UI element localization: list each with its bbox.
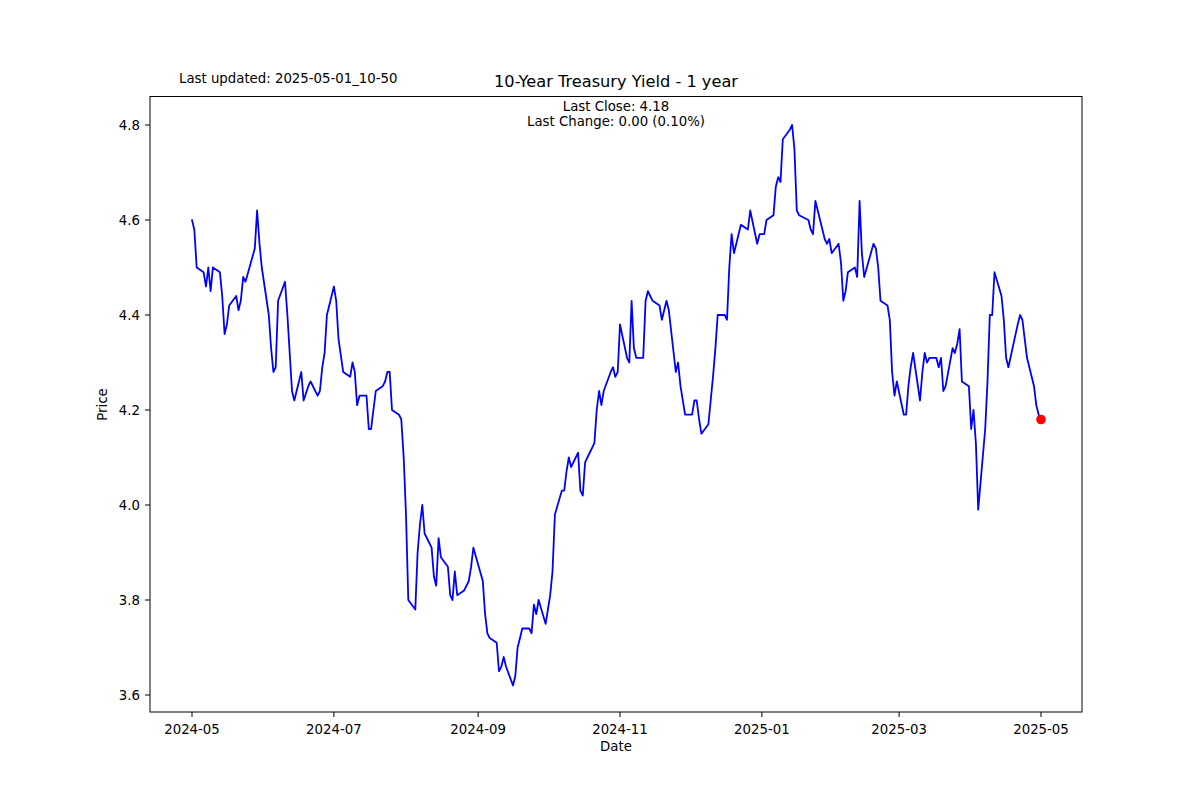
x-axis-label: Date <box>600 739 632 754</box>
last-change-annotation: Last Change: 0.00 (0.10%) <box>527 114 705 129</box>
y-tick-label: 3.6 <box>119 688 140 703</box>
y-tick-label: 4.8 <box>119 118 140 133</box>
y-tick-label: 4.6 <box>119 213 140 228</box>
y-tick-label: 4.2 <box>119 403 140 418</box>
y-tick-label: 4.0 <box>119 498 140 513</box>
chart-svg: Last updated: 2025-05-01_10-50 10-Year T… <box>0 0 1200 800</box>
plot-border <box>150 97 1082 713</box>
chart-title: 10-Year Treasury Yield - 1 year <box>494 72 738 91</box>
price-line <box>192 125 1041 686</box>
x-tick-label: 2024-09 <box>450 722 506 737</box>
figure-window: Last updated: 2025-05-01_10-50 10-Year T… <box>0 0 1200 800</box>
x-axis: 2024-05 2024-07 2024-09 2024-11 2025-01 2025-… <box>164 712 1069 737</box>
x-tick-label: 2025-01 <box>734 722 790 737</box>
x-tick-label: 2025-03 <box>871 722 927 737</box>
y-axis: 3.6 3.8 4.0 4.2 4.4 4.6 4.8 <box>119 118 150 703</box>
x-tick-label: 2025-05 <box>1013 722 1069 737</box>
last-close-annotation: Last Close: 4.18 <box>563 99 669 114</box>
x-tick-label: 2024-05 <box>164 722 220 737</box>
y-tick-label: 4.4 <box>119 308 140 323</box>
y-axis-label: Price <box>95 388 110 420</box>
last-price-marker <box>1036 415 1046 425</box>
last-updated-note: Last updated: 2025-05-01_10-50 <box>179 71 397 86</box>
x-tick-label: 2024-11 <box>592 722 648 737</box>
y-tick-label: 3.8 <box>119 593 140 608</box>
x-tick-label: 2024-07 <box>306 722 362 737</box>
